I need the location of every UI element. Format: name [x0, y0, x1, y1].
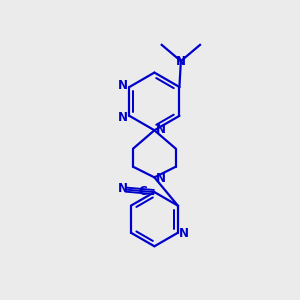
Text: N: N	[176, 55, 186, 68]
Text: N: N	[118, 110, 128, 124]
Text: N: N	[156, 172, 166, 185]
Text: N: N	[118, 79, 128, 92]
Text: C: C	[139, 185, 148, 198]
Text: N: N	[179, 227, 189, 240]
Text: N: N	[118, 182, 128, 196]
Text: N: N	[156, 123, 166, 136]
